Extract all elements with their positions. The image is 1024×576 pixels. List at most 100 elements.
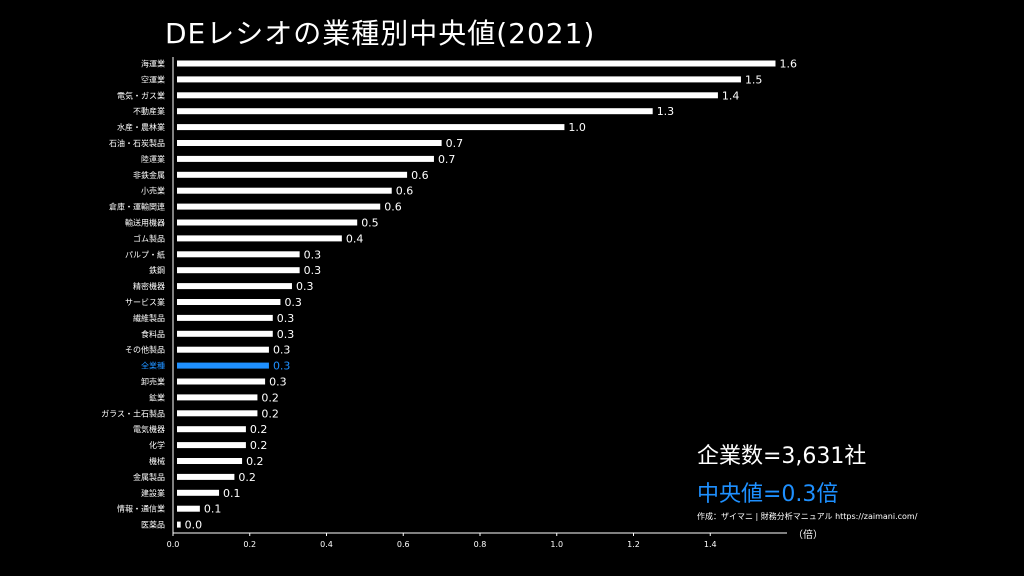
x-tick-label: 1.0 xyxy=(550,540,563,549)
category-label: サービス業 xyxy=(125,297,165,307)
value-label: 0.6 xyxy=(384,201,402,214)
category-label: 鉱業 xyxy=(149,392,165,402)
category-label: ガラス・土石製品 xyxy=(101,408,165,418)
category-label: 建設業 xyxy=(141,488,165,498)
x-tick-label: 1.2 xyxy=(627,540,640,549)
category-label: 繊維製品 xyxy=(133,313,165,323)
category-label: 不動産業 xyxy=(133,106,165,116)
x-tick-label: 0.2 xyxy=(243,540,256,549)
bar xyxy=(177,330,273,337)
x-axis-unit-label: （倍） xyxy=(793,528,823,541)
bar xyxy=(177,92,718,99)
bar xyxy=(177,219,358,226)
x-tick-label: 0.8 xyxy=(474,540,487,549)
company-count-text: 企業数=3,631社 xyxy=(697,444,867,469)
bar xyxy=(177,203,381,210)
x-tick-label: 0.4 xyxy=(320,540,333,549)
value-label: 0.3 xyxy=(273,360,291,373)
value-label: 1.6 xyxy=(779,58,797,71)
category-label: 金属製品 xyxy=(133,472,165,482)
value-label: 0.2 xyxy=(261,407,279,420)
value-label: 0.2 xyxy=(261,391,279,404)
median-text: 中央値=0.3倍 xyxy=(697,482,839,507)
bar xyxy=(177,283,292,290)
value-label: 0.3 xyxy=(269,376,287,389)
value-label: 0.1 xyxy=(204,503,222,516)
category-label: 化学 xyxy=(149,440,165,450)
value-label: 1.3 xyxy=(657,105,675,118)
value-label: 0.1 xyxy=(223,487,241,500)
credit-text: 作成：ザイマニ | 財務分析マニュアル https://zaimani.com/ xyxy=(697,512,918,521)
value-label: 0.3 xyxy=(304,264,322,277)
bar xyxy=(177,346,269,353)
chart-title: DEレシオの業種別中央値(2021) xyxy=(165,17,596,50)
category-label: 医薬品 xyxy=(141,520,165,530)
value-label: 0.3 xyxy=(277,328,295,341)
value-label: 0.7 xyxy=(446,137,464,150)
value-label: 0.3 xyxy=(277,312,295,325)
category-label: 陸運業 xyxy=(141,154,165,164)
category-label: 卸売業 xyxy=(141,377,165,387)
value-labels: 1.6 1.5 1.4 1.3 1.0 0.7 0.7 0.6 0.6 0.6 0.5 0.4 0.3 0… xyxy=(185,58,797,532)
bar xyxy=(177,314,273,321)
bar xyxy=(177,505,200,512)
value-label: 0.3 xyxy=(304,248,322,261)
bar xyxy=(177,394,258,401)
category-label: 電気機器 xyxy=(133,424,165,434)
category-label: 精密機器 xyxy=(133,281,165,291)
category-label: 海運業 xyxy=(141,59,165,69)
value-label: 0.3 xyxy=(296,280,314,293)
value-label: 0.2 xyxy=(250,439,268,452)
bar xyxy=(177,251,300,258)
bar xyxy=(177,155,434,162)
bar xyxy=(177,124,565,131)
value-label: 0.6 xyxy=(396,185,414,198)
value-label: 0.2 xyxy=(250,423,268,436)
bars-group xyxy=(177,60,776,528)
bar xyxy=(177,426,246,433)
bar xyxy=(177,521,181,528)
category-label: 小売業 xyxy=(141,186,165,196)
bar xyxy=(177,171,408,178)
bar xyxy=(177,187,392,194)
bar xyxy=(177,267,300,274)
category-label: 情報・通信業 xyxy=(117,504,165,514)
bar xyxy=(177,458,243,464)
x-tick-label: 0.6 xyxy=(397,540,410,549)
bar xyxy=(177,108,653,115)
category-label: 非鉄金属 xyxy=(133,170,165,180)
category-label: ゴム製品 xyxy=(133,233,165,243)
bar xyxy=(177,473,235,480)
x-axis: 0.0 0.2 0.4 0.6 0.8 1.0 1.2 1.4 （倍） xyxy=(167,57,823,549)
bar xyxy=(177,410,258,417)
category-label: その他製品 xyxy=(125,345,165,355)
bar xyxy=(177,378,266,385)
x-tick-label: 0.0 xyxy=(167,540,180,549)
value-label: 0.6 xyxy=(411,169,429,182)
category-label: 全業種 xyxy=(141,361,165,371)
category-label: 石油・石炭製品 xyxy=(109,138,165,148)
value-label: 0.2 xyxy=(238,471,256,484)
value-label: 0.7 xyxy=(438,153,456,166)
value-label: 1.4 xyxy=(722,89,740,102)
category-label: パルプ・紙 xyxy=(125,249,165,259)
bar xyxy=(177,235,342,242)
bar xyxy=(177,299,281,305)
value-label: 0.3 xyxy=(273,344,291,357)
category-label: 電気・ガス業 xyxy=(117,90,165,100)
category-label: 倉庫・運輸関連 xyxy=(109,202,165,212)
category-label: 鉄鋼 xyxy=(149,265,165,275)
value-label: 1.5 xyxy=(745,73,763,86)
value-label: 0.4 xyxy=(346,232,364,245)
bar xyxy=(177,76,741,83)
category-label: 輸送用機器 xyxy=(125,218,165,228)
value-label: 1.0 xyxy=(568,121,586,134)
category-label: 食料品 xyxy=(141,329,165,339)
bar xyxy=(177,140,442,146)
bar xyxy=(177,362,269,369)
category-label: 水産・農林業 xyxy=(117,122,165,132)
bar xyxy=(177,60,776,67)
x-tick-label: 1.4 xyxy=(704,540,717,549)
category-labels: 海運業空運業電気・ガス業不動産業水産・農林業石油・石炭製品陸運業非鉄金属小売業倉… xyxy=(101,59,165,530)
